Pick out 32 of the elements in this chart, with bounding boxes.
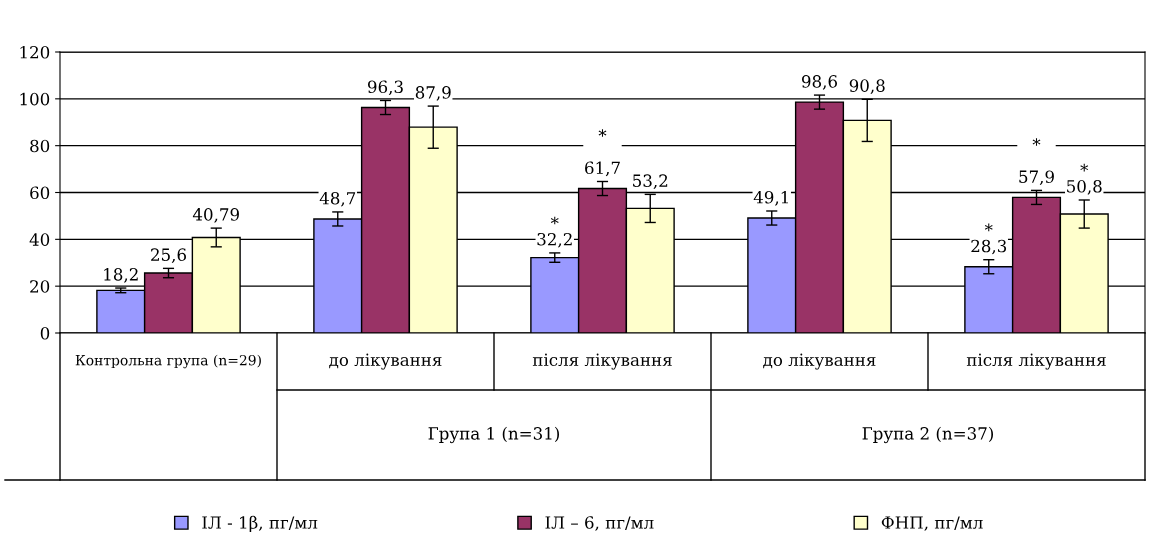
data-label: 87,9 [415,86,451,101]
text: * 61,7 [585,129,620,177]
y-tick-label: 60 [30,186,50,200]
data-label: 90,8 [849,79,885,94]
x-tick-label: до лікування [329,353,442,370]
y-tick-label: 80 [30,139,50,153]
data-label: 18,2 [104,268,138,283]
data-label: 48,7 [319,191,356,207]
data-label: 25,6 [151,248,187,264]
data-label: * 50,8 [1067,163,1102,195]
y-tick-label: 40 [29,233,50,246]
data-label: * 32,2 [537,216,572,248]
text: * 57,9 [1019,138,1054,186]
data-label: * 28,3 [971,223,1007,255]
legend-label: ІЛ - 1β, пг/мл [202,515,318,532]
data-label: 53,2 [633,174,668,190]
legend-label: ІЛ – 6, пг/мл [545,516,654,531]
x-tick-label: після лікування [966,353,1106,370]
data-label: 96,3 [367,80,403,96]
text: Група 2 (n=37) [862,426,994,444]
y-tick-label: 20 [30,280,50,293]
data-label: 40,79 [192,208,239,223]
data-label: 49,1 [753,191,788,206]
data-label: 98,6 [801,75,838,90]
legend-label: ФНП, пг/мл [881,516,983,531]
y-tick-label: 120 [20,45,50,59]
x-tick-label: до лікування [763,353,876,370]
x-tick-label: Контрольна група (n=29) [75,354,261,369]
y-tick-label: 0 [40,326,50,340]
x-tick-label: після лікування [532,353,672,370]
text: Група 1 (n=31) [428,426,560,444]
y-tick-label: 100 [20,92,50,106]
